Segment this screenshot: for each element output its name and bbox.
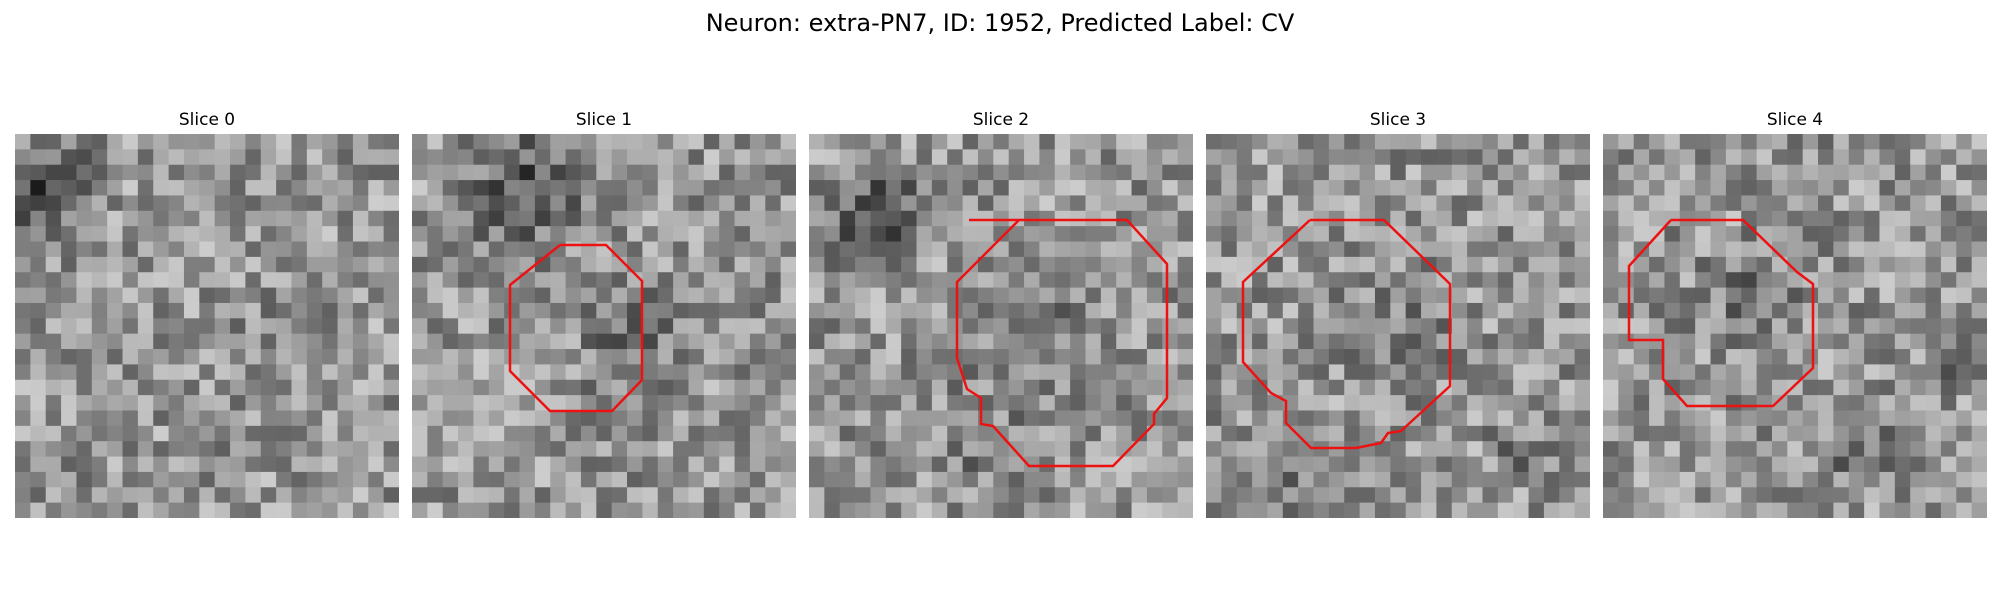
- slice-image-3: [1206, 134, 1590, 518]
- slice-title-1: Slice 1: [575, 110, 633, 130]
- slice-pixels-1: [412, 134, 796, 518]
- roi-contour-3: [1241, 218, 1452, 450]
- slice-image-1: [412, 134, 796, 518]
- slice-panel-3: Slice 3: [1206, 108, 1590, 518]
- slice-pixels-2: [809, 134, 1193, 518]
- slice-pixels-0: [15, 134, 399, 518]
- roi-contour-4: [1627, 218, 1815, 408]
- slice-panel-4: Slice 4: [1603, 108, 1987, 518]
- slice-image-2: [809, 134, 1193, 518]
- figure-title: Neuron: extra-PN7, ID: 1952, Predicted L…: [705, 9, 1295, 37]
- slice-panel-1: Slice 1: [412, 108, 796, 518]
- slice-title-2: Slice 2: [972, 110, 1030, 130]
- slice-pixels-3: [1206, 134, 1590, 518]
- slice-title-0: Slice 0: [178, 110, 236, 130]
- slice-panel-0: Slice 0: [15, 108, 399, 518]
- slice-panel-2: Slice 2: [809, 108, 1193, 518]
- slice-title-4: Slice 4: [1766, 110, 1824, 130]
- slice-image-0: [15, 134, 399, 518]
- slice-pixels-4: [1603, 134, 1987, 518]
- slice-title-3: Slice 3: [1369, 110, 1427, 130]
- roi-contour-1: [508, 243, 644, 413]
- slice-image-4: [1603, 134, 1987, 518]
- roi-contour-2: [955, 218, 1169, 468]
